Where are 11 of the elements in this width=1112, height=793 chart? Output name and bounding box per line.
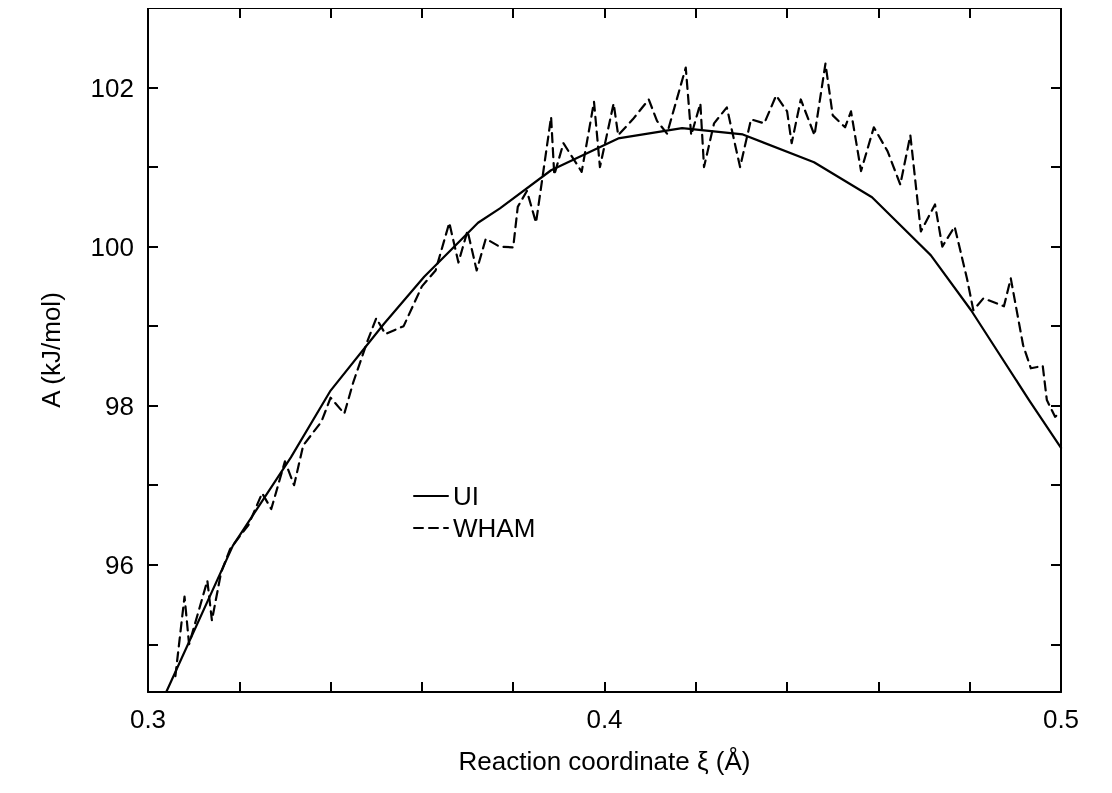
x-tick-label: 0.3	[129, 704, 167, 734]
x-tick-label: 0.5	[1042, 704, 1080, 734]
x-tick-label: 0.4	[586, 704, 623, 734]
legend-label: UI	[453, 481, 479, 511]
legend-label: WHAM	[453, 513, 536, 543]
y-tick-label: 98	[105, 390, 134, 421]
y-axis-title: A (kJ/mol)	[36, 292, 66, 408]
y-tick-label: 96	[105, 549, 134, 580]
x-axis-title: Reaction coordinate ξ (Å)	[458, 746, 751, 776]
y-tick-label: 100	[90, 231, 134, 262]
y-tick-label: 102	[90, 72, 134, 103]
